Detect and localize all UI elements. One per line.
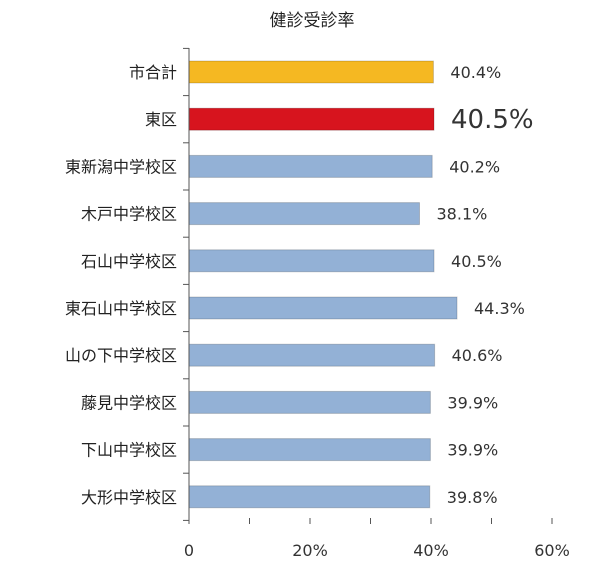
category-label: 石山中学校区 xyxy=(81,252,177,271)
category-label: 東新潟中学校区 xyxy=(65,157,177,176)
bar xyxy=(188,107,435,131)
category-label: 山の下中学校区 xyxy=(65,346,177,365)
category-label: 下山中学校区 xyxy=(81,441,177,460)
data-label: 40.5% xyxy=(451,105,534,135)
data-label: 39.9% xyxy=(447,393,498,412)
x-tick-label: 60% xyxy=(534,541,570,560)
data-label: 39.9% xyxy=(447,441,498,460)
bars-group: 市合計 40.4% 東区 40.5% 東新潟中学校区 40.2% 木戸中学校区 38.1% 石山… xyxy=(65,60,534,509)
axes-group: 0 20% 40% 60% xyxy=(183,47,570,560)
bar xyxy=(188,343,436,367)
category-label: 大形中学校区 xyxy=(81,488,177,507)
data-label: 40.6% xyxy=(452,346,503,365)
data-label: 40.5% xyxy=(451,252,502,271)
bar xyxy=(188,60,434,84)
category-label: 東石山中学校区 xyxy=(65,299,177,318)
category-label: 木戸中学校区 xyxy=(81,205,177,224)
bar xyxy=(188,485,431,509)
category-label: 市合計 xyxy=(129,63,177,82)
category-label: 東区 xyxy=(145,110,177,129)
bar xyxy=(188,296,458,320)
chart-title: 健診受診率 xyxy=(270,11,355,31)
data-label: 40.2% xyxy=(449,157,500,176)
data-label: 39.8% xyxy=(447,488,498,507)
bar xyxy=(188,438,431,462)
x-tick-label: 20% xyxy=(292,541,328,560)
bar xyxy=(188,390,431,414)
bar xyxy=(188,249,435,273)
bar xyxy=(188,202,421,226)
bar xyxy=(188,154,433,178)
data-label: 44.3% xyxy=(474,299,525,318)
category-label: 藤見中学校区 xyxy=(81,393,177,412)
data-label: 38.1% xyxy=(437,205,488,224)
x-tick-label: 0 xyxy=(184,541,194,560)
x-tick-label: 40% xyxy=(413,541,449,560)
data-label: 40.4% xyxy=(450,63,501,82)
